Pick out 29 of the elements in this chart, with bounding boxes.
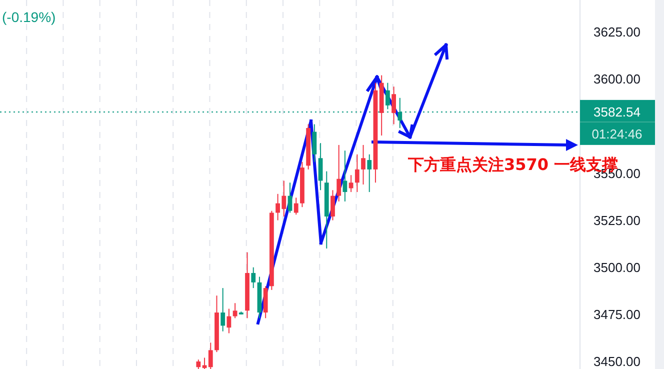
candlestick <box>202 357 207 369</box>
candlestick <box>367 154 372 193</box>
candlestick <box>330 190 335 221</box>
candlestick <box>342 150 348 202</box>
candlestick <box>348 174 354 193</box>
candlestick <box>288 182 292 214</box>
candlestick <box>385 82 390 110</box>
candlestick <box>232 302 238 319</box>
candlestick <box>251 266 256 289</box>
candlestick <box>294 197 298 216</box>
y-tick-label: 3525.00 <box>594 212 640 228</box>
y-tick-label: 3600.00 <box>594 72 640 87</box>
candlestick <box>208 342 213 369</box>
ref-line-label: 3582.54 <box>594 104 640 120</box>
candlestick <box>392 86 396 125</box>
candlestick <box>361 144 366 185</box>
candlestick <box>336 144 342 202</box>
candlestick <box>220 288 226 332</box>
candlestick <box>312 124 317 162</box>
y-tick-label: 3625.00 <box>594 24 640 40</box>
y-tick-label: 3450.00 <box>594 354 640 369</box>
candlestick <box>196 359 201 369</box>
candlestick <box>354 154 360 193</box>
y-tick-label: 3475.00 <box>594 306 640 322</box>
annotation: (-0.19%) <box>2 9 56 25</box>
candlestick <box>226 308 232 334</box>
text: 01:24:46 <box>592 126 642 142</box>
candlestick <box>318 142 323 191</box>
y-tick-label: 3500.00 <box>594 260 640 275</box>
